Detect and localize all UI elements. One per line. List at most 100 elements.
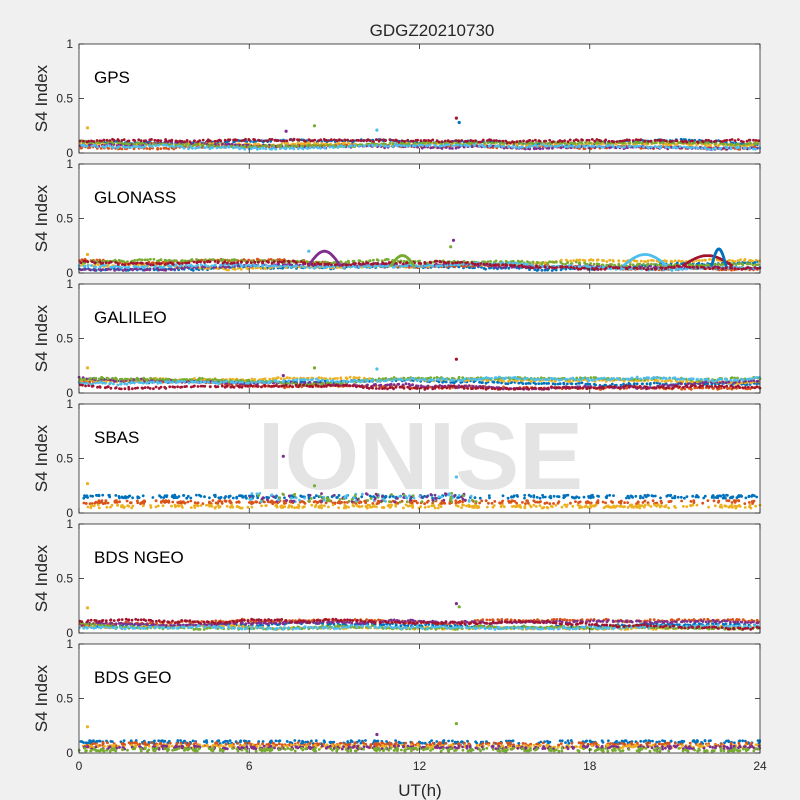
data-point — [358, 262, 362, 266]
data-point — [146, 262, 150, 266]
data-point — [528, 147, 532, 151]
data-point — [617, 266, 621, 270]
data-point — [604, 266, 608, 270]
data-point — [586, 267, 590, 271]
data-point — [551, 146, 554, 150]
data-point — [178, 262, 181, 266]
data-point — [531, 144, 535, 148]
data-point — [401, 262, 405, 266]
data-point — [243, 147, 247, 151]
data-point — [162, 265, 166, 269]
data-point — [316, 265, 320, 268]
data-point — [664, 145, 668, 149]
data-point — [151, 263, 155, 267]
data-point — [434, 144, 438, 148]
data-point — [404, 382, 408, 386]
data-point — [440, 147, 444, 150]
data-point — [258, 147, 262, 151]
data-point — [337, 145, 341, 148]
data-point — [714, 147, 718, 151]
data-point — [295, 264, 298, 268]
data-point — [576, 142, 580, 145]
data-point — [240, 260, 243, 264]
data-point — [279, 377, 283, 380]
data-point — [431, 146, 435, 149]
data-point — [434, 141, 437, 145]
data-point — [289, 265, 293, 269]
data-point — [234, 258, 238, 262]
data-point — [351, 139, 355, 142]
data-point — [511, 145, 514, 149]
data-point — [312, 146, 316, 150]
axes-background — [79, 164, 760, 273]
data-point — [592, 144, 595, 148]
data-point — [733, 267, 737, 270]
data-point — [670, 265, 673, 269]
data-point — [557, 144, 561, 148]
data-point — [276, 139, 280, 142]
data-point — [435, 264, 438, 268]
data-point — [541, 261, 545, 264]
data-point — [595, 138, 599, 141]
data-point — [319, 262, 323, 266]
data-point — [696, 266, 700, 270]
data-point — [158, 377, 162, 381]
data-point — [612, 145, 615, 149]
data-point — [708, 258, 711, 261]
data-point — [367, 144, 371, 148]
data-point — [348, 375, 352, 379]
data-point — [161, 143, 165, 147]
data-point — [214, 142, 217, 146]
data-point — [170, 138, 174, 142]
data-point — [90, 260, 94, 263]
data-point — [665, 264, 668, 267]
data-point — [584, 141, 587, 144]
data-point — [565, 265, 569, 269]
data-point — [282, 259, 286, 263]
data-point — [558, 382, 562, 386]
data-point — [531, 142, 534, 145]
data-point — [569, 265, 573, 269]
data-point — [631, 263, 635, 267]
data-point — [445, 146, 448, 149]
data-point — [149, 263, 152, 267]
data-point — [137, 138, 141, 142]
data-point — [692, 146, 696, 150]
data-point — [279, 143, 283, 147]
data-point — [164, 139, 168, 143]
data-point — [420, 264, 424, 268]
data-point — [643, 139, 647, 143]
data-point — [375, 138, 378, 142]
data-point — [498, 139, 501, 143]
data-point — [346, 263, 349, 267]
data-point — [648, 386, 652, 389]
data-point — [636, 138, 640, 142]
data-point — [457, 140, 461, 143]
data-point — [79, 261, 83, 264]
data-point — [316, 146, 320, 150]
data-point — [284, 129, 288, 133]
data-point — [563, 141, 567, 145]
data-point — [605, 260, 609, 263]
data-point — [678, 267, 682, 271]
data-point — [563, 145, 567, 149]
data-point — [86, 260, 89, 264]
data-point — [373, 142, 376, 146]
data-point — [560, 265, 564, 268]
data-point — [282, 139, 286, 143]
data-point — [543, 265, 547, 269]
data-point — [126, 145, 130, 149]
data-point — [135, 261, 139, 265]
data-point — [100, 139, 103, 143]
data-point — [532, 147, 536, 151]
data-point — [261, 260, 265, 264]
data-point — [159, 147, 163, 151]
data-point — [145, 147, 149, 150]
data-point — [501, 263, 505, 266]
data-point — [240, 146, 244, 150]
data-point — [296, 141, 300, 145]
data-point — [148, 268, 152, 272]
data-point — [355, 376, 359, 380]
data-point — [106, 377, 110, 381]
data-point — [131, 268, 135, 272]
